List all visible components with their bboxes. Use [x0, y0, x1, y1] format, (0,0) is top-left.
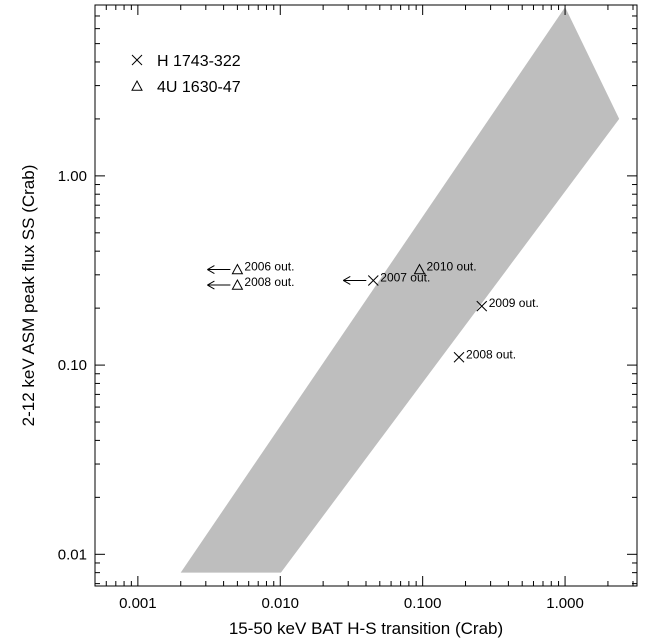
point-annotation: 2007 out. [380, 270, 430, 284]
point-annotation: 2010 out. [426, 260, 476, 274]
legend-label: H 1743-322 [157, 53, 241, 70]
cross-marker-stroke [453, 351, 465, 363]
data-point: 2008 out. [207, 275, 294, 290]
ticks-layer [94, 4, 637, 586]
arrow-head [207, 280, 215, 286]
x-tick-label: 0.001 [119, 595, 157, 612]
data-point: 2009 out. [476, 296, 539, 312]
y-tick-label: 0.10 [58, 357, 87, 374]
arrow-head [343, 276, 351, 281]
cross-marker [367, 275, 379, 286]
point-annotation: 2009 out. [489, 296, 539, 310]
cross-marker-stroke [367, 275, 379, 286]
shaded-region-layer [180, 7, 620, 573]
arrow-head [207, 269, 215, 274]
point-annotation: 2008 out. [244, 275, 294, 289]
cross-marker [131, 54, 143, 66]
x-tick-label: 0.010 [261, 595, 299, 612]
cross-marker [476, 300, 488, 312]
x-axis-title: 15-50 keV BAT H-S transition (Crab) [229, 619, 503, 638]
cross-marker-stroke [131, 54, 143, 66]
y-tick-label: 0.01 [58, 546, 87, 563]
cross-marker [453, 351, 465, 363]
legend: H 1743-322 4U 1630-47 [131, 53, 241, 96]
y-axis-title: 2-12 keV ASM peak flux SS (Crab) [19, 165, 38, 427]
shaded-region [180, 7, 620, 573]
points-layer: 2007 out.2009 out.2008 out.2006 out.2008… [207, 260, 539, 363]
point-annotation: 2006 out. [244, 260, 294, 274]
triangle-marker [231, 263, 244, 275]
legend-entry: 4U 1630-47 [131, 79, 241, 96]
upper-limit-arrow [207, 265, 231, 274]
plot-frame [94, 4, 638, 587]
x-tick-label: 0.100 [404, 595, 442, 612]
tick-labels-layer: 0.001 0.010 0.100 1.000 0.01 0.10 1.00 [58, 168, 584, 612]
data-point: 2008 out. [453, 347, 516, 363]
triangle-marker [131, 79, 143, 91]
triangle-marker [231, 278, 244, 290]
upper-limit-arrow [207, 280, 231, 290]
x-tick-label: 1.000 [546, 595, 584, 612]
arrow-head [343, 280, 351, 285]
point-annotation: 2008 out. [466, 347, 516, 361]
triangle-marker [413, 263, 426, 275]
cross-marker-stroke [476, 300, 488, 312]
arrow-head [207, 265, 215, 270]
y-tick-label: 1.00 [58, 168, 87, 185]
legend-entry: H 1743-322 [131, 53, 241, 70]
upper-limit-arrow [343, 276, 367, 285]
data-point: 2006 out. [207, 260, 294, 275]
arrow-head [207, 284, 215, 290]
data-point: 2007 out. [343, 270, 430, 286]
data-point: 2010 out. [413, 260, 477, 275]
legend-label: 4U 1630-47 [157, 79, 241, 96]
